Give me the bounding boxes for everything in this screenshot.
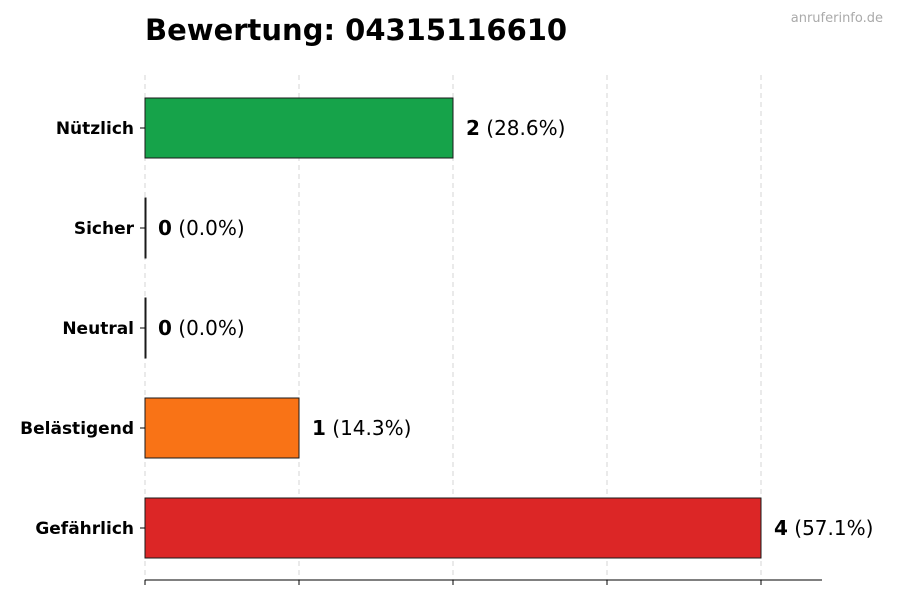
- chart-title: Bewertung: 04315116610: [145, 13, 567, 47]
- bar-3: [144, 297, 147, 359]
- category-label-5: Gefährlich: [35, 519, 134, 539]
- bars: [144, 97, 762, 559]
- value-count-4: 1: [312, 416, 326, 440]
- bar-5: [144, 497, 762, 559]
- bar-2: [144, 197, 147, 259]
- category-label-2: Sicher: [74, 219, 135, 239]
- value-label-3: 0 (0.0%): [158, 316, 245, 340]
- category-label-3: Neutral: [62, 319, 134, 339]
- value-label-5: 4 (57.1%): [774, 516, 873, 540]
- value-percent-1: (28.6%): [480, 116, 566, 140]
- labels: Nützlich 2 (28.6%) Sicher 0 (0.0%) Neutral 0 …: [20, 116, 873, 540]
- value-label-1: 2 (28.6%): [466, 116, 565, 140]
- category-label-4: Belästigend: [20, 419, 134, 439]
- value-percent-5: (57.1%): [788, 516, 874, 540]
- category-label-1: Nützlich: [56, 119, 134, 139]
- watermark: anruferinfo.de: [791, 11, 883, 26]
- value-count-5: 4: [774, 516, 788, 540]
- value-label-2: 0 (0.0%): [158, 216, 245, 240]
- value-percent-2: (0.0%): [172, 216, 245, 240]
- bar-1: [144, 97, 454, 159]
- value-count-2: 0: [158, 216, 172, 240]
- value-count-1: 2: [466, 116, 480, 140]
- value-percent-3: (0.0%): [172, 316, 245, 340]
- value-count-3: 0: [158, 316, 172, 340]
- value-label-4: 1 (14.3%): [312, 416, 411, 440]
- bar-4: [144, 397, 300, 459]
- x-axis: [140, 127, 822, 585]
- value-percent-4: (14.3%): [326, 416, 412, 440]
